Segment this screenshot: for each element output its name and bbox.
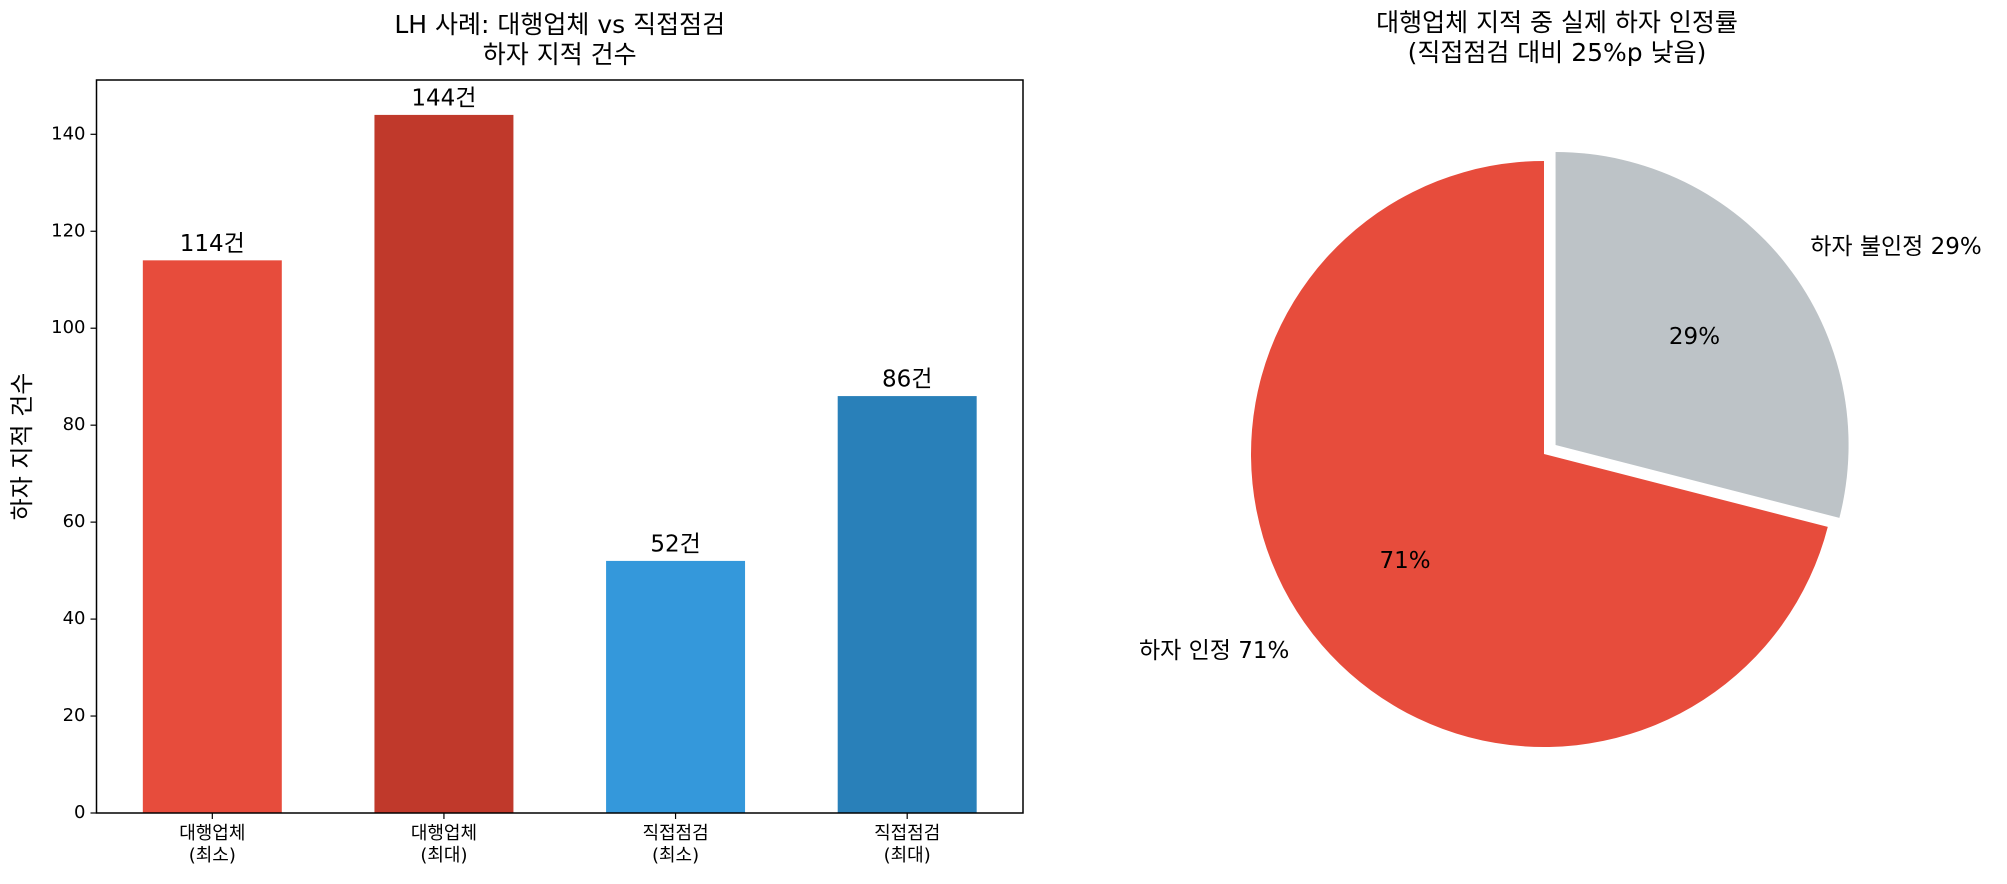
chart-title: LH 사례: 대행업체 vs 직접점검 하자 지적 건수	[394, 10, 726, 69]
y-tick-label: 0	[74, 802, 85, 823]
x-tick-label: 대행업체 (최소)	[179, 823, 246, 866]
x-tick-label: 직접점검 (최소)	[642, 823, 709, 866]
y-tick-label: 40	[63, 608, 86, 629]
bar	[837, 396, 977, 813]
slice-label: 하자 인정 71%	[1139, 638, 1289, 664]
value-label: 114건	[180, 231, 245, 257]
axes-frame	[95, 79, 1024, 814]
bar	[606, 560, 746, 813]
y-tick-label: 120	[51, 220, 85, 241]
slice-percent: 71%	[1380, 548, 1431, 574]
x-tick-label: 직접점검 (최대)	[874, 823, 941, 866]
y-tick-label: 60	[63, 511, 86, 532]
pie-slice	[1250, 161, 1828, 747]
x-tick-label: 대행업체 (최대)	[410, 823, 478, 866]
pie-slice	[1555, 152, 1849, 518]
bar	[142, 260, 282, 813]
y-tick-label: 100	[51, 317, 85, 338]
value-label: 86건	[882, 367, 932, 393]
slice-label: 하자 불인정 29%	[1810, 234, 1982, 260]
slice-percent: 29%	[1669, 324, 1720, 350]
y-tick-label: 140	[51, 123, 85, 144]
bar	[374, 114, 514, 813]
y-axis-label: 하자 지적 건수	[8, 373, 36, 521]
value-label: 52건	[650, 531, 700, 557]
chart-title: 대행업체 지적 중 실제 하자 인정률 (직접점검 대비 25%p 낮음)	[1376, 8, 1738, 67]
value-label: 144건	[411, 85, 476, 111]
y-tick-label: 80	[63, 414, 86, 435]
y-tick-label: 20	[63, 705, 86, 726]
